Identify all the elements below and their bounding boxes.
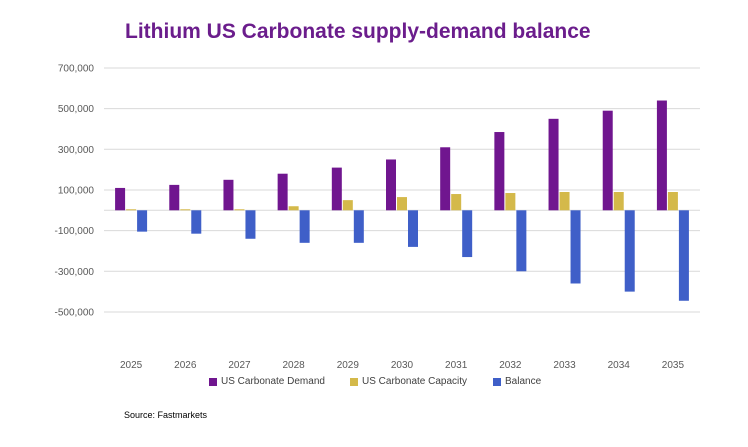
bar-capacity-2035 bbox=[667, 192, 678, 211]
legend-swatch-demand bbox=[209, 377, 217, 386]
bar-demand-2031 bbox=[440, 147, 451, 211]
bar-demand-2033 bbox=[548, 118, 559, 211]
y-tick-label: -100,000 bbox=[55, 226, 95, 237]
legend-swatch-capacity bbox=[350, 377, 358, 386]
bar-demand-2034 bbox=[602, 110, 613, 211]
bar-capacity-2032 bbox=[505, 193, 516, 211]
bar-capacity-2029 bbox=[342, 200, 353, 211]
x-tick-label: 2029 bbox=[337, 360, 360, 371]
source-note: Source: Fastmarkets bbox=[124, 410, 208, 420]
bar-capacity-2031 bbox=[451, 194, 462, 211]
bar-demand-2030 bbox=[386, 159, 396, 211]
legend-swatch-balance bbox=[493, 377, 501, 386]
bar-demand-2025 bbox=[115, 187, 126, 211]
x-tick-label: 2025 bbox=[120, 360, 143, 371]
x-tick-label: 2032 bbox=[499, 360, 522, 371]
bar-balance-2029 bbox=[353, 210, 364, 243]
bar-balance-2030 bbox=[408, 210, 418, 247]
bar-capacity-2028 bbox=[288, 206, 299, 211]
x-tick-label: 2030 bbox=[391, 360, 414, 371]
chart-title: Lithium US Carbonate supply-demand balan… bbox=[125, 20, 591, 43]
x-tick-label: 2027 bbox=[228, 360, 251, 371]
legend-item-demand: US Carbonate Demand bbox=[209, 376, 325, 387]
y-axis-ticks: 700,000 500,000 300,000 100,000 -100,000 -300… bbox=[55, 63, 95, 318]
y-tick-label: -300,000 bbox=[55, 267, 95, 278]
bar-capacity-2026 bbox=[180, 209, 191, 211]
x-tick-label: 2034 bbox=[608, 360, 631, 371]
legend-label-demand: US Carbonate Demand bbox=[221, 376, 325, 387]
x-tick-label: 2031 bbox=[445, 360, 468, 371]
bar-capacity-2030 bbox=[397, 197, 407, 211]
y-tick-label: 300,000 bbox=[58, 145, 95, 156]
bar-capacity-2034 bbox=[613, 192, 624, 211]
bar-balance-2028 bbox=[299, 210, 310, 243]
y-tick-label: 500,000 bbox=[58, 104, 95, 115]
x-tick-label: 2033 bbox=[553, 360, 576, 371]
y-tick-label: 700,000 bbox=[58, 63, 95, 74]
legend-label-balance: Balance bbox=[505, 376, 542, 387]
bar-balance-2031 bbox=[462, 210, 473, 258]
y-tick-label: -500,000 bbox=[55, 307, 95, 318]
legend-item-capacity: US Carbonate Capacity bbox=[350, 376, 467, 387]
bars bbox=[115, 100, 689, 301]
legend: US Carbonate Demand US Carbonate Capacit… bbox=[0, 376, 748, 392]
x-tick-label: 2028 bbox=[283, 360, 306, 371]
bar-demand-2027 bbox=[223, 179, 234, 211]
bar-balance-2026 bbox=[191, 210, 202, 234]
bar-balance-2027 bbox=[245, 210, 256, 239]
bar-balance-2032 bbox=[516, 210, 527, 272]
legend-item-balance: Balance bbox=[493, 376, 541, 387]
x-tick-label: 2026 bbox=[174, 360, 197, 371]
bar-capacity-2033 bbox=[559, 192, 570, 211]
bar-balance-2034 bbox=[624, 210, 635, 292]
bar-demand-2026 bbox=[169, 184, 180, 211]
bar-demand-2028 bbox=[277, 173, 288, 211]
x-tick-label: 2035 bbox=[662, 360, 685, 371]
y-tick-label: 100,000 bbox=[58, 185, 95, 196]
bar-demand-2035 bbox=[656, 100, 667, 211]
bar-capacity-2025 bbox=[126, 209, 137, 211]
x-axis-ticks: 2025 2026 2027 2028 2029 2030 2031 2032 2033 2034… bbox=[120, 360, 685, 371]
bar-balance-2025 bbox=[137, 210, 148, 232]
bar-balance-2033 bbox=[570, 210, 581, 284]
bar-demand-2029 bbox=[331, 167, 342, 211]
bar-demand-2032 bbox=[494, 132, 505, 211]
legend-label-capacity: US Carbonate Capacity bbox=[362, 376, 468, 387]
bar-balance-2035 bbox=[678, 210, 689, 301]
gridlines bbox=[104, 67, 700, 313]
bar-capacity-2027 bbox=[234, 209, 245, 211]
